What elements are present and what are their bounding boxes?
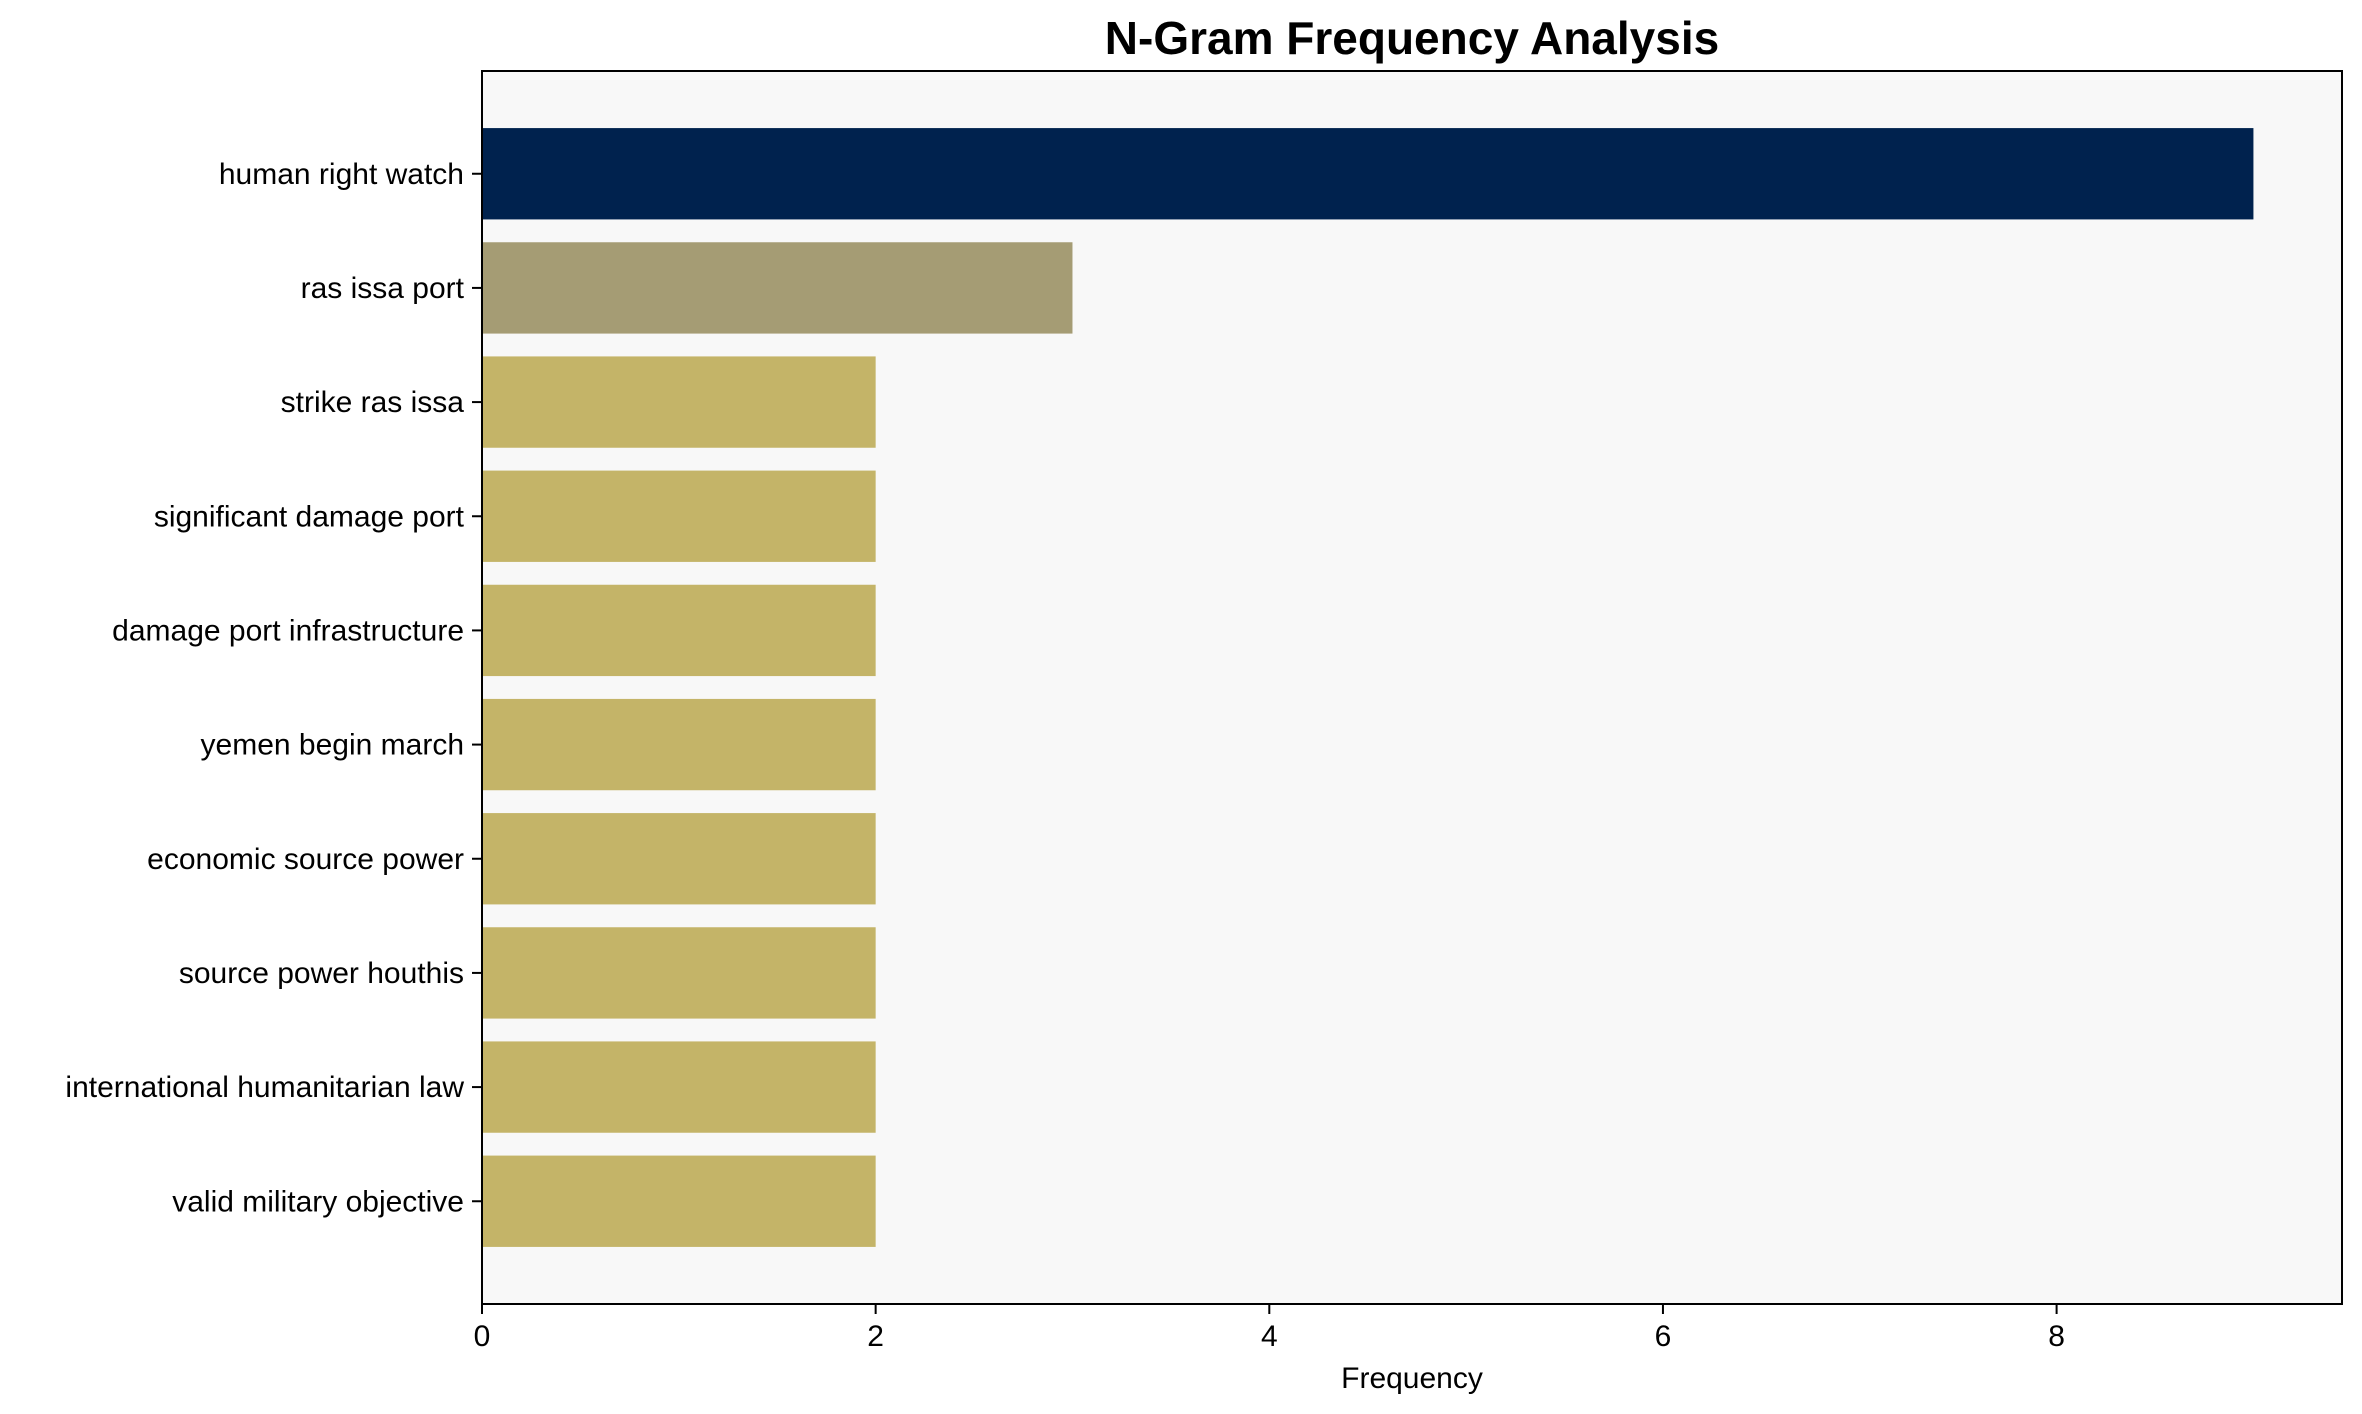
- x-tick-label: 0: [474, 1320, 491, 1353]
- bar: [482, 470, 876, 562]
- x-tick-label: 4: [1261, 1320, 1278, 1353]
- y-tick-label: ras issa port: [301, 272, 465, 305]
- x-tick-label: 6: [1655, 1320, 1672, 1353]
- bar: [482, 813, 876, 905]
- x-axis-label: Frequency: [1341, 1362, 1483, 1395]
- bar: [482, 356, 876, 448]
- bar: [482, 698, 876, 791]
- chart-title: N-Gram Frequency Analysis: [1105, 12, 1719, 64]
- x-tick-label: 8: [2048, 1320, 2065, 1353]
- bar: [482, 584, 876, 677]
- y-tick-label: international humanitarian law: [65, 1071, 464, 1104]
- bar: [482, 927, 876, 1019]
- y-tick-label: source power houthis: [179, 957, 464, 990]
- plot-frame: [481, 70, 2343, 1305]
- y-tick-label: strike ras issa: [281, 386, 465, 419]
- bar: [482, 242, 1073, 334]
- bar: [482, 1041, 876, 1133]
- bar: [482, 1155, 876, 1247]
- y-tick-label: economic source power: [147, 843, 464, 876]
- bar: [482, 128, 2254, 220]
- y-tick-label: human right watch: [219, 158, 464, 191]
- y-tick-label: valid military objective: [172, 1185, 464, 1218]
- x-tick-label: 2: [867, 1320, 884, 1353]
- y-tick-label: yemen begin march: [201, 729, 464, 762]
- y-tick-label: damage port infrastructure: [112, 614, 464, 647]
- y-tick-label: significant damage port: [154, 500, 465, 533]
